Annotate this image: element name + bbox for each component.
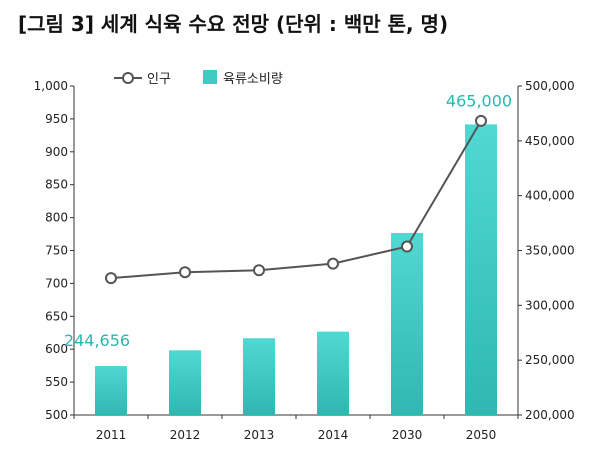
bars-layer <box>95 124 497 415</box>
legend-label-meat: 육류소비량 <box>223 72 283 87</box>
bar-2011 <box>95 366 127 415</box>
legend-bar-swatch <box>203 70 217 84</box>
right-tick-label: 500,000 <box>525 79 575 93</box>
left-tick-label: 900 <box>45 145 68 159</box>
legend-label-population: 인구 <box>147 72 171 87</box>
x-tick-label: 2011 <box>96 428 127 442</box>
left-tick-label: 600 <box>45 342 68 356</box>
bar-2012 <box>169 350 201 415</box>
bar-2030 <box>391 232 423 415</box>
data-label-2050: 465,000 <box>446 91 512 110</box>
bar-2014 <box>317 331 349 415</box>
population-line <box>110 120 482 280</box>
left-tick-label: 850 <box>45 178 68 192</box>
population-point-2013 <box>253 264 265 277</box>
labels-layer: 244,656 465,000 <box>64 91 512 350</box>
data-label-2011: 244,656 <box>64 331 130 350</box>
x-tick-label: 2050 <box>466 428 497 442</box>
population-point-2050 <box>475 114 487 127</box>
right-tick-label: 400,000 <box>525 189 575 203</box>
legend: 인구 육류소비량 <box>114 70 283 87</box>
x-tick-label: 2030 <box>392 428 423 442</box>
population-point-2014 <box>327 257 339 270</box>
bar-2050 <box>465 124 497 415</box>
left-tick-label: 550 <box>45 375 68 389</box>
left-tick-label: 750 <box>45 244 68 258</box>
left-tick-label: 500 <box>45 408 68 422</box>
population-point-2030 <box>401 240 413 253</box>
left-tick-label: 1,000 <box>34 79 68 93</box>
right-tick-label: 300,000 <box>525 298 575 312</box>
legend-marker-swatch <box>122 72 134 84</box>
right-tick-label: 350,000 <box>525 244 575 258</box>
x-tick-label: 2014 <box>318 428 349 442</box>
x-tick-label: 2012 <box>170 428 201 442</box>
right-tick-label: 200,000 <box>525 408 575 422</box>
chart-title: [그림 3] 세계 식육 수요 전망 (단위 : 백만 톤, 명) <box>18 12 449 36</box>
right-tick-label: 250,000 <box>525 353 575 367</box>
left-tick-label: 700 <box>45 276 68 290</box>
x-tick-label: 2013 <box>244 428 275 442</box>
left-tick-label: 650 <box>45 309 68 323</box>
left-tick-label: 950 <box>45 112 68 126</box>
left-tick-label: 800 <box>45 211 68 225</box>
bar-2013 <box>243 338 275 415</box>
axes-layer: 500 550 600 650 700 750 800 850 900 950 1,000 200,0… <box>34 79 575 442</box>
right-tick-label: 450,000 <box>525 134 575 148</box>
population-point-2012 <box>179 266 191 279</box>
line-layer <box>105 114 487 285</box>
population-point-2011 <box>105 272 117 285</box>
